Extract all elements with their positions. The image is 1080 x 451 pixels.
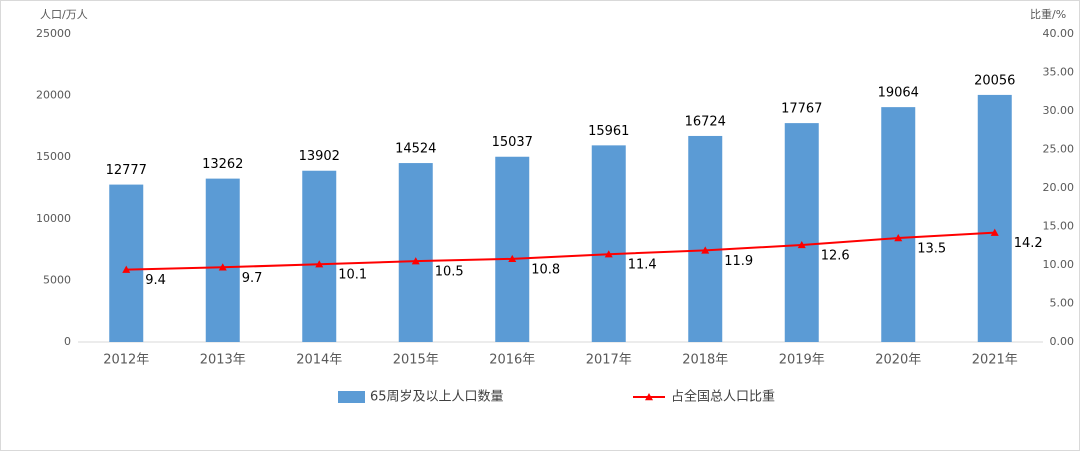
y2-tick-label: 15.00 — [1043, 220, 1075, 233]
x-tick-label: 2021年 — [972, 353, 1018, 368]
data-label: 16724 — [685, 114, 726, 129]
line-marker — [411, 257, 420, 265]
bar — [688, 135, 723, 342]
x-tick-label: 2014年 — [296, 353, 342, 368]
line-marker — [508, 254, 517, 263]
y2-tick-label: 30.00 — [1043, 104, 1075, 117]
x-tick-label: 2017年 — [586, 353, 632, 368]
line — [126, 231, 995, 271]
y2-tick-label: 10.00 — [1043, 258, 1075, 271]
y-tick-label: 10000 — [36, 212, 71, 225]
data-label: 11.4 — [628, 258, 657, 273]
data-label: 14524 — [395, 142, 436, 157]
bar — [881, 107, 916, 342]
x-tick-label: 2020年 — [875, 353, 921, 368]
data-label: 10.5 — [435, 265, 464, 280]
line-marker — [604, 250, 613, 258]
data-label: 10.8 — [531, 262, 560, 277]
data-label: 9.4 — [145, 273, 166, 288]
data-label: 15037 — [492, 135, 533, 150]
bar — [109, 184, 144, 342]
y2-tick-label: 40.00 — [1043, 27, 1075, 40]
bar — [398, 163, 433, 342]
bar — [784, 123, 819, 342]
data-label: 13902 — [299, 149, 340, 164]
y2-axis-title: 比重/% — [1030, 7, 1066, 21]
y2-tick-label: 0.00 — [1050, 335, 1075, 348]
bar — [205, 178, 240, 342]
line-marker — [315, 260, 324, 268]
bar — [495, 156, 530, 342]
data-label: 9.7 — [242, 271, 263, 286]
data-label: 11.9 — [724, 254, 753, 269]
data-label: 12.6 — [821, 248, 850, 263]
line-marker — [122, 265, 131, 273]
bar — [977, 94, 1012, 342]
data-label: 19064 — [878, 86, 919, 101]
x-tick-label: 2012年 — [103, 353, 149, 368]
y-tick-label: 20000 — [36, 89, 71, 102]
bar — [591, 145, 626, 342]
y2-tick-label: 25.00 — [1043, 143, 1075, 156]
y-tick-label: 25000 — [36, 27, 71, 40]
bar — [302, 170, 337, 342]
y2-tick-label: 35.00 — [1043, 66, 1075, 79]
x-tick-label: 2015年 — [393, 353, 439, 368]
data-label: 13.5 — [917, 242, 946, 257]
y-tick-label: 0 — [64, 335, 71, 348]
y-tick-label: 5000 — [43, 273, 71, 286]
legend-marker — [645, 393, 653, 401]
legend-swatch — [338, 391, 365, 403]
line-marker — [218, 263, 227, 271]
data-label: 20056 — [974, 73, 1015, 88]
x-tick-label: 2013年 — [200, 353, 246, 368]
x-tick-label: 2018年 — [682, 353, 728, 368]
x-tick-label: 2016年 — [489, 353, 535, 368]
data-label: 15961 — [588, 124, 629, 139]
y-tick-label: 15000 — [36, 150, 71, 163]
line-marker — [894, 234, 903, 242]
y-axis-title: 人口/万人 — [40, 8, 88, 21]
line-marker — [701, 246, 710, 254]
line-marker — [990, 228, 999, 236]
line-marker — [797, 240, 806, 249]
data-label: 10.1 — [338, 268, 367, 283]
data-label: 13262 — [202, 157, 243, 172]
legend-label: 65周岁及以上人口数量 — [370, 390, 504, 405]
legend-label: 占全国总人口比重 — [671, 389, 775, 405]
data-label: 17767 — [781, 102, 822, 117]
y2-tick-label: 20.00 — [1043, 181, 1075, 194]
y2-tick-label: 5.00 — [1050, 297, 1075, 310]
data-label: 12777 — [106, 163, 147, 178]
x-tick-label: 2019年 — [779, 353, 825, 368]
data-label: 14.2 — [1014, 236, 1043, 251]
